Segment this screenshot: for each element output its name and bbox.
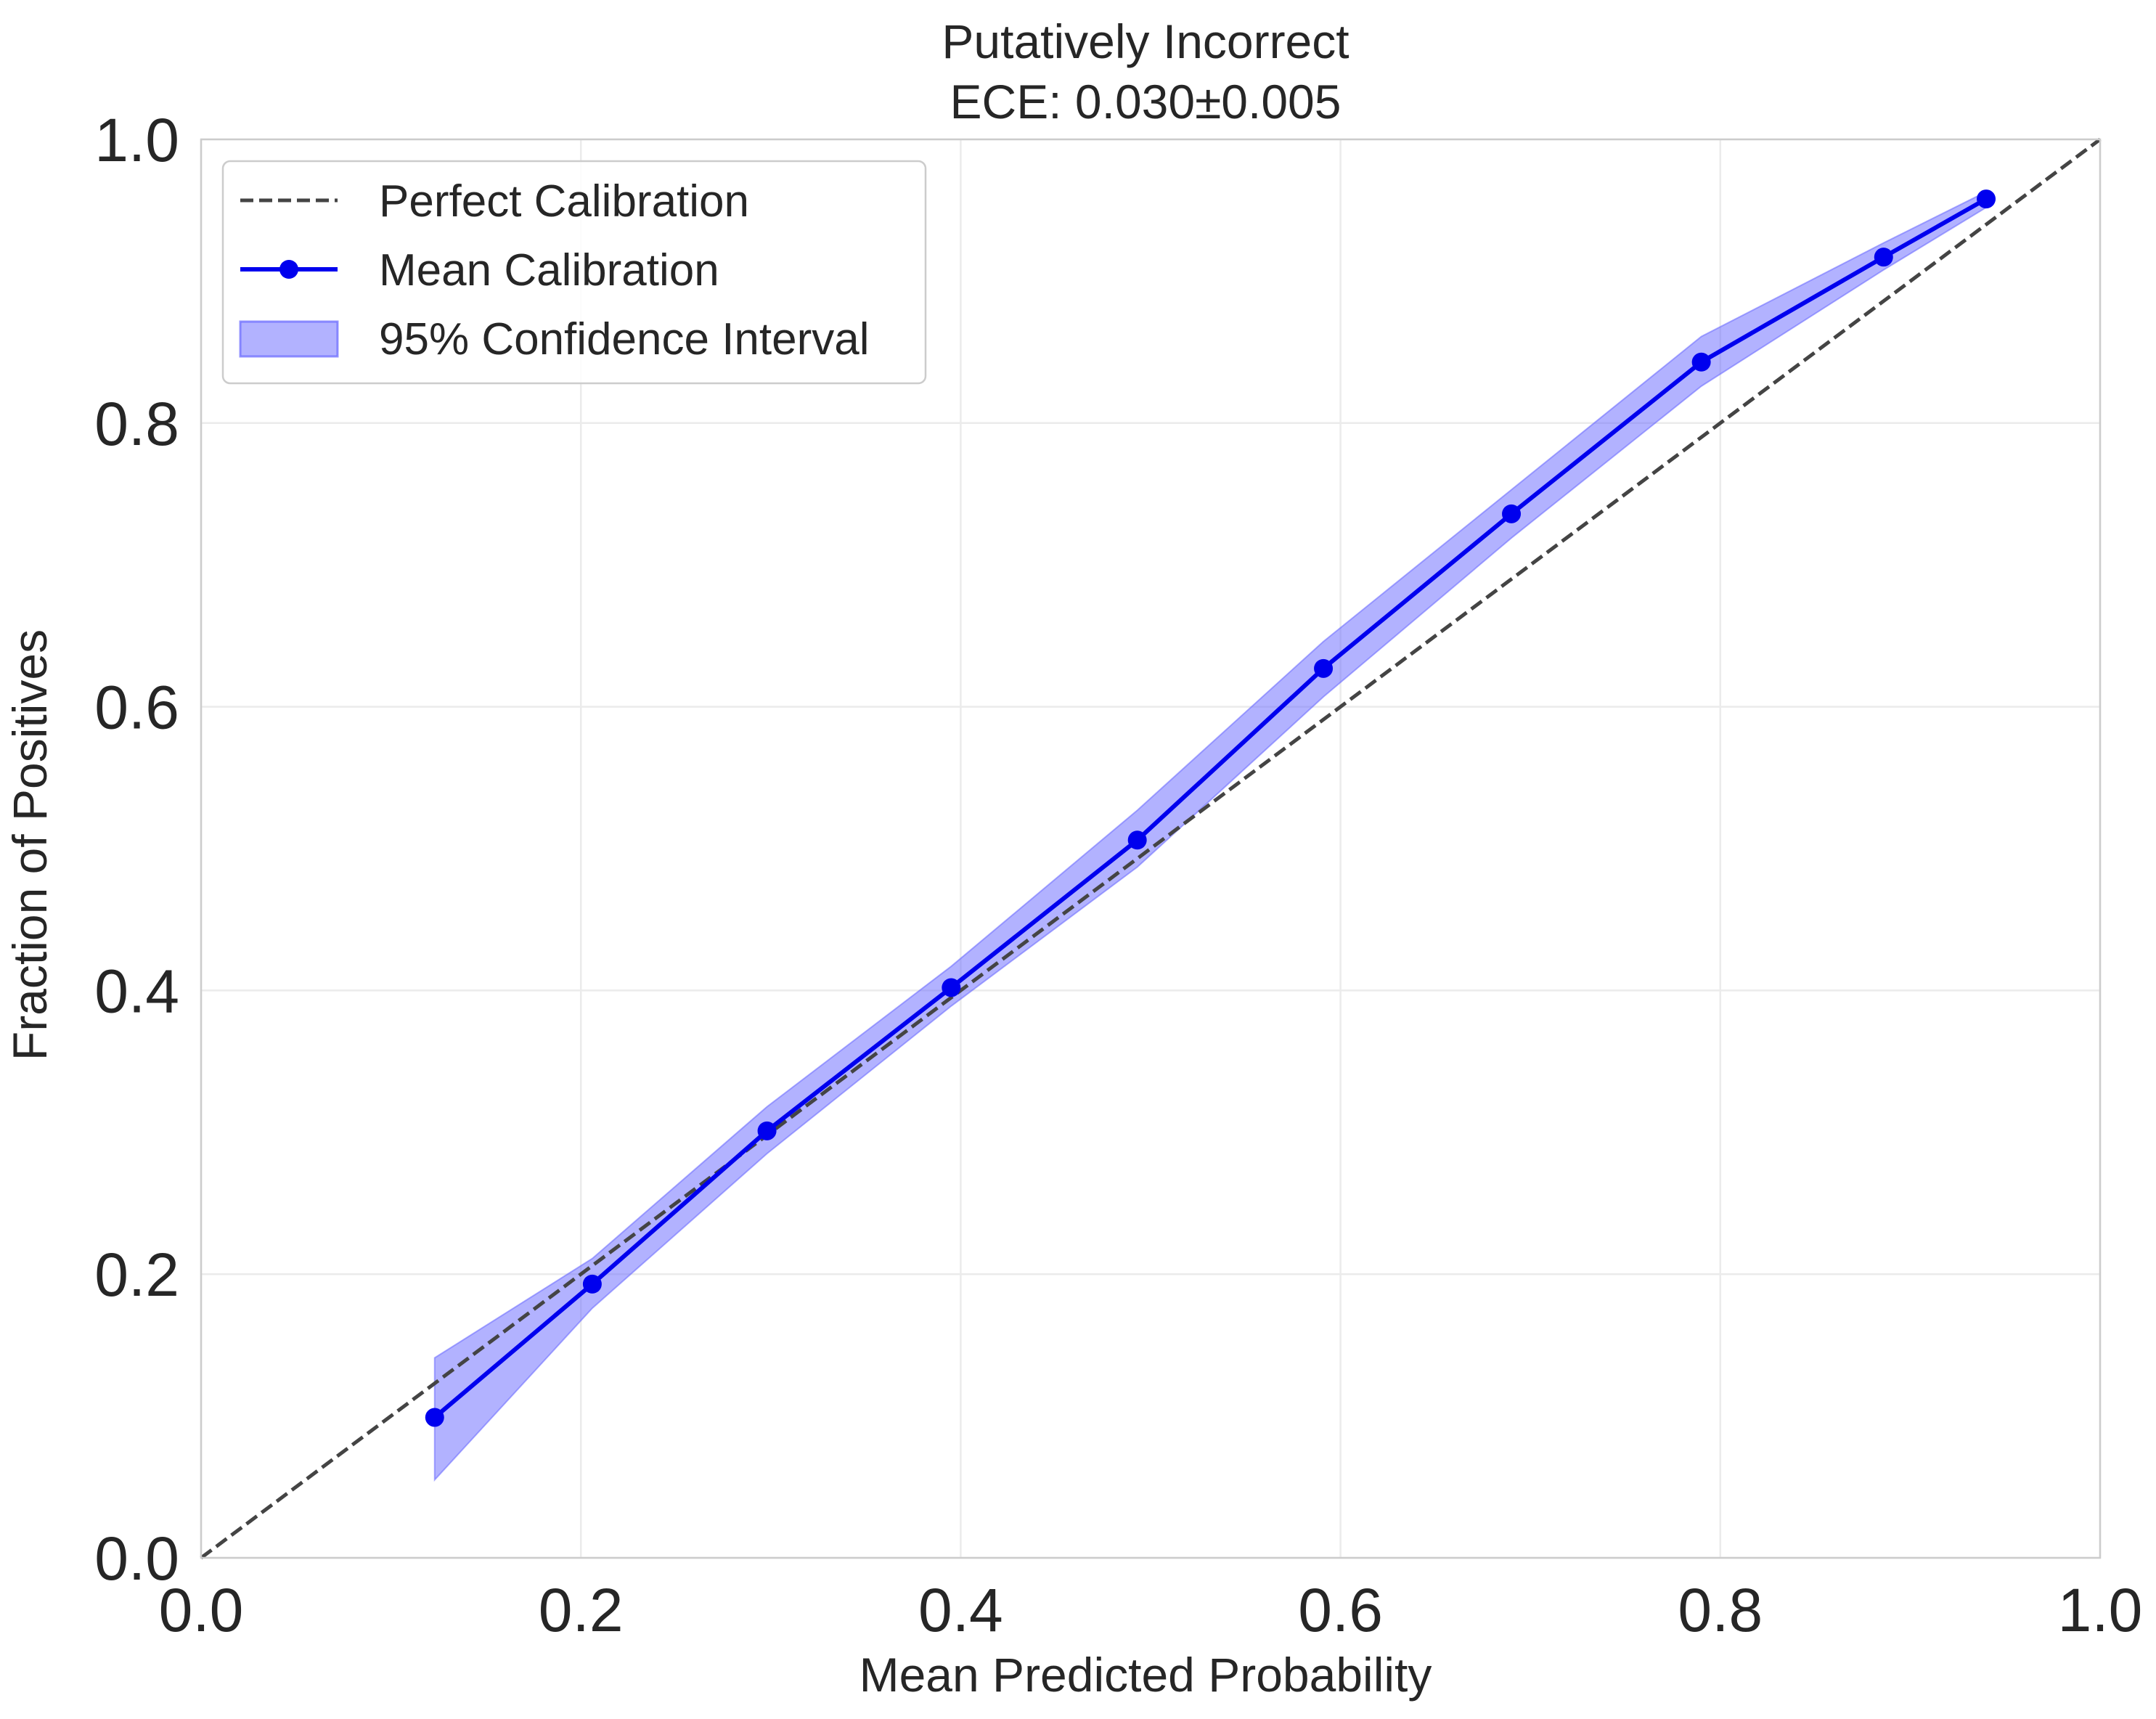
y-tick-label: 0.0 xyxy=(94,1524,179,1593)
mean-calibration-point xyxy=(425,1408,444,1427)
plot-frame xyxy=(200,138,2102,1559)
mean-calibration-point xyxy=(582,1274,602,1294)
y-axis-label: Fraction of Positives xyxy=(3,629,57,1061)
confidence-interval-band xyxy=(433,190,1988,1482)
legend-mean-calibration-marker xyxy=(279,260,298,279)
y-tick-label: 0.2 xyxy=(94,1241,179,1309)
mean-calibration-line xyxy=(433,197,1988,1419)
legend-perfect-calibration-label: Perfect Calibration xyxy=(379,176,749,226)
x-tick-label: 0.6 xyxy=(1298,1576,1383,1644)
x-tick-label: 0.4 xyxy=(918,1576,1003,1644)
confidence-band-layer xyxy=(433,190,1988,1482)
y-tick-labels: 0.0 0.2 0.4 0.6 0.8 1.0 xyxy=(94,106,179,1593)
series-lines-layer xyxy=(200,137,2102,1560)
mean-calibration-point xyxy=(942,978,961,997)
y-tick-label: 0.8 xyxy=(94,390,179,458)
mean-calibration-point xyxy=(1691,352,1711,372)
x-tick-label: 1.0 xyxy=(2058,1576,2143,1644)
legend-confidence-interval-label: 95% Confidence Interval xyxy=(379,314,870,364)
legend-confidence-interval-swatch xyxy=(239,320,339,358)
x-tick-label: 0.0 xyxy=(159,1576,244,1644)
chart-subtitle: ECE: 0.030±0.005 xyxy=(950,75,1342,128)
mean-calibration-point xyxy=(1977,189,1996,209)
y-tick-label: 1.0 xyxy=(94,106,179,174)
mean-calibration-point xyxy=(1874,248,1893,267)
legend-frame xyxy=(221,160,927,385)
x-axis-label: Mean Predicted Probability xyxy=(859,1648,1432,1702)
mean-calibration-point xyxy=(1127,830,1147,850)
legend-mean-calibration-label: Mean Calibration xyxy=(379,245,719,295)
mean-calibration-point xyxy=(757,1121,777,1140)
chart-title: Putatively Incorrect xyxy=(942,15,1349,68)
series-markers-layer xyxy=(425,189,1996,1427)
legend: Perfect Calibration Mean Calibration 95%… xyxy=(221,160,927,385)
x-tick-labels: 0.0 0.2 0.4 0.6 0.8 1.0 xyxy=(159,1576,2143,1644)
mean-calibration-point xyxy=(1314,658,1334,678)
x-tick-label: 0.2 xyxy=(539,1576,624,1644)
perfect-calibration-line xyxy=(200,137,2102,1560)
y-tick-label: 0.6 xyxy=(94,674,179,742)
mean-calibration-point xyxy=(1502,504,1522,523)
x-tick-label: 0.8 xyxy=(1678,1576,1763,1644)
y-tick-label: 0.4 xyxy=(94,957,179,1025)
